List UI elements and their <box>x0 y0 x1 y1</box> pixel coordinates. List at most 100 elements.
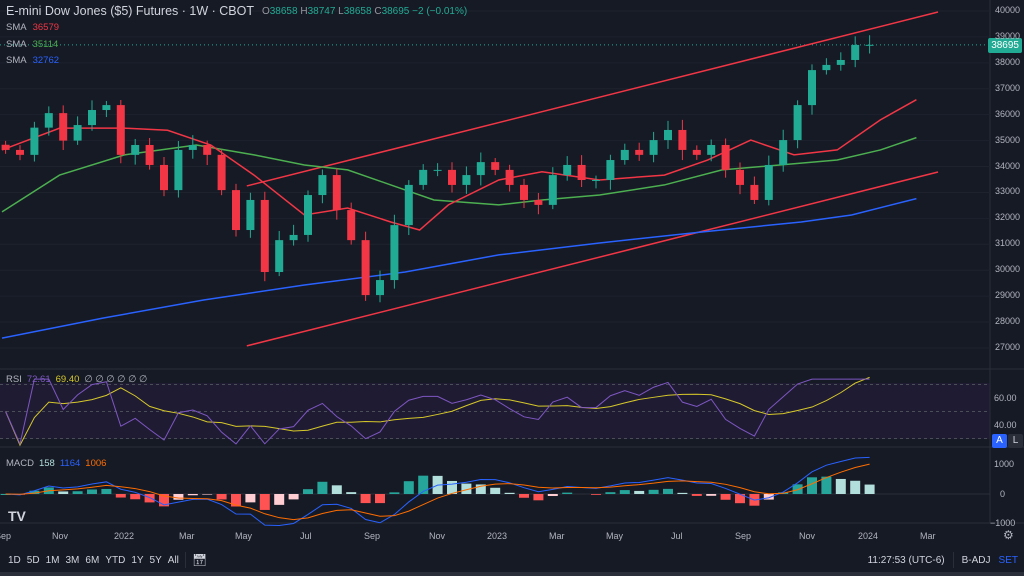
candle-up <box>88 110 96 126</box>
macd-histogram-bar <box>159 494 169 507</box>
rsi-line <box>5 378 870 446</box>
sma-legend-3[interactable]: SMA 32762 <box>6 55 60 66</box>
price-axis-label: 32000 <box>995 212 1021 223</box>
macd-histogram-bar <box>648 489 659 494</box>
price-axis-label: 28000 <box>995 316 1021 327</box>
candle-down <box>448 169 456 185</box>
candle-up <box>30 127 39 155</box>
session-toggle[interactable]: SET <box>998 554 1018 566</box>
range-5y[interactable]: 5Y <box>149 554 162 566</box>
macd-histogram-bar <box>461 483 472 494</box>
range-ytd[interactable]: YTD <box>105 554 126 566</box>
range-1y[interactable]: 1Y <box>131 554 144 566</box>
candle-down <box>750 184 759 200</box>
sma-legend-1[interactable]: SMA 36579 <box>6 22 60 33</box>
range-5d[interactable]: 5D <box>26 554 40 566</box>
candle-up <box>246 199 255 231</box>
candle-up <box>707 145 716 155</box>
range-1d[interactable]: 1D <box>8 554 21 566</box>
macd-histogram-bar <box>619 490 630 494</box>
macd-histogram-bar <box>605 492 616 494</box>
candle-up <box>433 169 442 171</box>
rsi-axis-60: 60.00 <box>994 393 1017 403</box>
time-axis-label: 2022 <box>114 531 135 541</box>
candle-up <box>606 160 615 180</box>
candle-down <box>332 175 341 211</box>
macd-signal-line <box>5 463 870 521</box>
range-6m[interactable]: 6M <box>85 554 100 566</box>
candle-up <box>289 234 298 241</box>
macd-histogram-bar <box>58 491 69 494</box>
macd-histogram-bar <box>533 494 544 501</box>
price-axis-label: 31000 <box>995 238 1021 249</box>
badj-toggle[interactable]: B-ADJ <box>961 554 991 566</box>
candle-up <box>404 184 413 226</box>
macd-histogram-bar <box>72 491 83 494</box>
candle-up <box>318 175 327 196</box>
macd-histogram-bar <box>173 494 184 500</box>
macd-histogram-bar <box>792 484 803 494</box>
auto-scale-button[interactable]: A <box>992 434 1007 448</box>
macd-legend[interactable]: MACD 158 1164 1006 <box>6 458 107 469</box>
candle-down <box>577 164 586 180</box>
price-axis-label: 38000 <box>995 56 1021 67</box>
current-price-label: 38695 <box>988 38 1022 53</box>
symbol-title[interactable]: E-mini Dow Jones ($5) Futures · 1W · CBO… <box>6 4 254 18</box>
candle-down <box>203 145 212 155</box>
macd-histogram-bar <box>101 488 112 494</box>
macd-histogram-bar <box>403 481 414 494</box>
channel-upper-line <box>246 11 939 187</box>
macd-histogram-bar <box>720 494 731 500</box>
candle-up <box>376 280 384 296</box>
chart-background <box>0 0 1024 548</box>
macd-histogram-bar <box>231 494 241 507</box>
candle-down <box>678 129 687 150</box>
range-all[interactable]: All <box>167 554 179 566</box>
macd-histogram-bar <box>245 494 256 503</box>
candle-up <box>548 175 557 205</box>
candle-up <box>188 145 197 150</box>
settings-icon[interactable]: ⚙ <box>1003 528 1014 542</box>
rsi-legend[interactable]: RSI 72.61 69.40 ∅ ∅ ∅ ∅ ∅ ∅ <box>6 374 148 385</box>
sma-blue-line <box>1 197 917 339</box>
time-axis-label: Sep <box>0 531 12 541</box>
candle-up <box>44 113 53 128</box>
macd-histogram-bar <box>144 494 155 503</box>
candle-down <box>232 190 240 231</box>
calendar-icon[interactable]: 📅︎ <box>191 553 208 567</box>
clock-time[interactable]: 11:27:53 (UTC-6) <box>867 554 945 566</box>
macd-histogram-bar <box>807 477 817 494</box>
candle-up <box>620 149 629 161</box>
candle-down <box>692 149 701 155</box>
candle-up <box>764 164 773 200</box>
macd-histogram-bar <box>274 494 285 505</box>
price-axis-label: 39000 <box>995 30 1021 41</box>
candle-down <box>534 199 543 205</box>
macd-histogram-bar <box>490 487 501 494</box>
time-axis-label: 2024 <box>858 531 879 541</box>
range-3m[interactable]: 3M <box>65 554 80 566</box>
candle-up <box>275 240 284 273</box>
macd-histogram-bar <box>519 494 529 498</box>
macd-histogram-bar <box>821 476 832 494</box>
divider <box>952 552 954 568</box>
chart-canvas[interactable] <box>0 0 1024 548</box>
divider <box>184 552 186 568</box>
macd-histogram-bar <box>303 489 313 494</box>
candle-down <box>1 144 10 150</box>
time-axis-label: Sep <box>735 531 752 541</box>
time-axis-label: Jul <box>671 531 683 541</box>
candle-up <box>390 225 399 281</box>
sma-legend-2[interactable]: SMA 35114 <box>6 39 59 50</box>
candle-up <box>836 59 845 65</box>
macd-histogram-bar <box>663 488 673 494</box>
log-scale-button[interactable]: L <box>1008 434 1023 448</box>
candle-down <box>16 149 24 155</box>
candle-up <box>822 64 831 71</box>
range-1m[interactable]: 1M <box>45 554 60 566</box>
candle-up <box>808 70 816 106</box>
macd-histogram-bar <box>735 494 745 504</box>
candle-up <box>865 44 874 46</box>
macd-histogram-bar <box>850 480 861 494</box>
panel-border <box>0 572 1024 576</box>
